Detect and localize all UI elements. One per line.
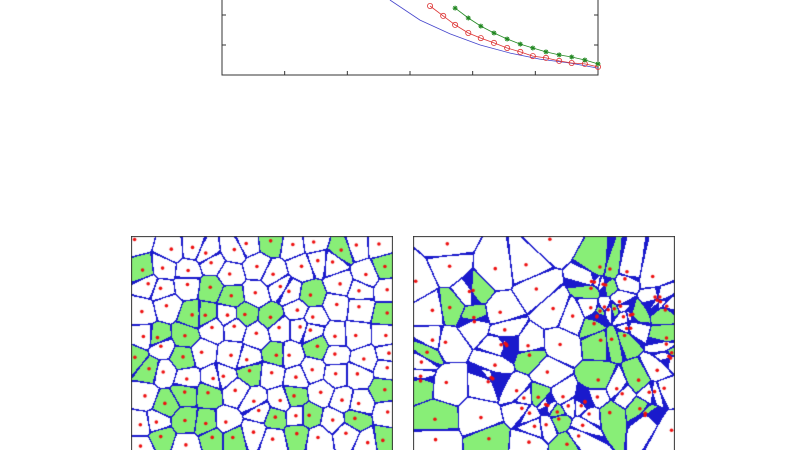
data-point-circle	[427, 3, 434, 9]
data-point-star	[491, 30, 497, 36]
data-point-circle	[452, 21, 459, 28]
data-point-circle	[465, 29, 472, 36]
data-point-star	[595, 61, 601, 67]
data-point-star	[465, 15, 471, 21]
data-point-circle	[568, 60, 575, 67]
data-point-circle	[504, 45, 511, 52]
data-point-star	[569, 54, 575, 60]
data-point-star	[478, 23, 484, 29]
decay-line-chart	[221, 0, 602, 76]
data-point-star	[517, 41, 523, 47]
data-point-circle	[556, 57, 563, 64]
data-point-circle	[529, 53, 536, 60]
plot-frame	[221, 0, 599, 76]
data-point-star	[582, 57, 588, 63]
voronoi-diagram-left	[131, 236, 393, 450]
data-point-circle	[477, 35, 484, 42]
data-point-star	[504, 36, 510, 42]
data-point-circle	[490, 39, 497, 46]
voronoi-diagram-right	[413, 236, 675, 450]
voronoi-canvas-right	[413, 236, 675, 450]
voronoi-canvas-left	[131, 236, 393, 450]
data-point-star	[556, 52, 562, 58]
data-point-circle	[542, 54, 549, 61]
data-point-circle	[517, 48, 524, 55]
data-point-circle	[440, 12, 447, 19]
series-line-0	[389, 0, 599, 69]
data-point-star	[452, 5, 458, 11]
data-point-star	[543, 49, 549, 55]
data-point-star	[530, 45, 536, 51]
